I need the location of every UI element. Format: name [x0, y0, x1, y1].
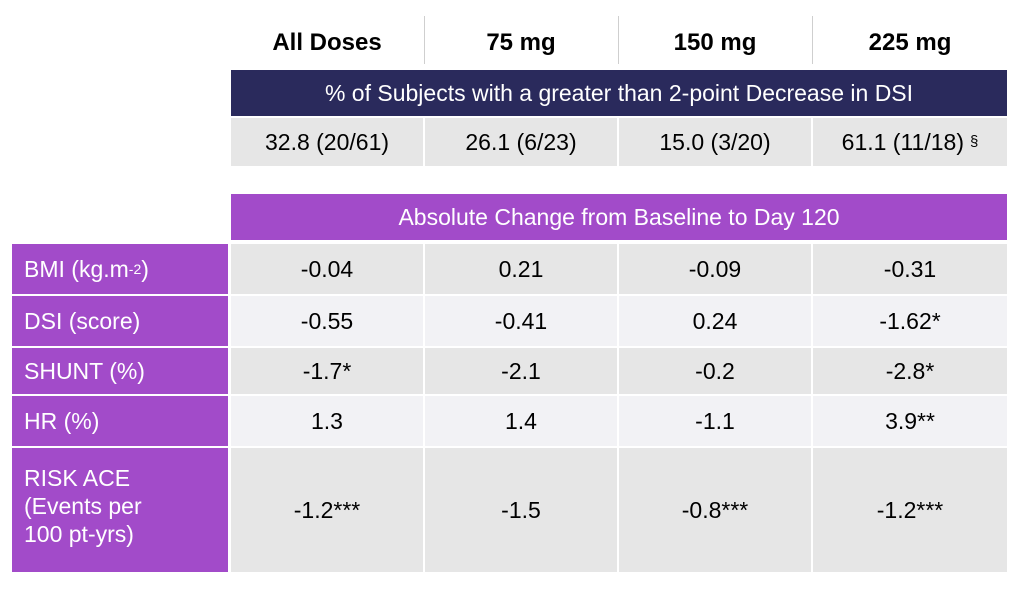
table-cell: -0.04	[231, 244, 423, 294]
row-label-hr: HR (%)	[12, 396, 228, 446]
row-label-risk-ace-line: 100 pt-yrs)	[24, 521, 134, 547]
column-header-150mg: 150 mg	[673, 29, 757, 56]
top-value-225mg: 61.1 (11/18) §	[813, 118, 1007, 166]
column-header-75mg: 75 mg	[486, 29, 556, 56]
top-value-150mg: 15.0 (3/20)	[619, 118, 811, 166]
table-cell: -0.41	[425, 296, 617, 346]
table-cell: -1.62*	[813, 296, 1007, 346]
top-value-225mg-text: 61.1 (11/18)	[841, 128, 964, 155]
table-cell: 3.9**	[813, 396, 1007, 446]
table-cell: -0.8***	[619, 448, 811, 572]
row-label-bmi-tail: )	[141, 255, 149, 282]
row-label-risk-ace-line: RISK ACE	[24, 465, 131, 491]
table-cell: -0.09	[619, 244, 811, 294]
table-cell: -1.1	[619, 396, 811, 446]
column-divider	[618, 16, 619, 64]
top-value-all-doses: 32.8 (20/61)	[231, 118, 423, 166]
row-label-bmi-text: BMI (kg.m	[24, 255, 129, 282]
column-header-all-doses: All Doses	[272, 29, 382, 56]
row-label-bmi: BMI (kg.m -2)	[12, 244, 228, 294]
table-cell: 1.4	[425, 396, 617, 446]
row-label-risk-ace: RISK ACE (Events per 100 pt-yrs)	[12, 448, 228, 572]
absolute-change-banner: Absolute Change from Baseline to Day 120	[231, 194, 1007, 240]
table-cell: -0.31	[813, 244, 1007, 294]
column-divider	[812, 16, 813, 64]
column-header-225mg: 225 mg	[868, 29, 952, 56]
column-divider	[424, 16, 425, 64]
row-label-dsi: DSI (score)	[12, 296, 228, 346]
row-label-shunt: SHUNT (%)	[12, 348, 228, 394]
table-cell: -0.55	[231, 296, 423, 346]
table-cell: 1.3	[231, 396, 423, 446]
table-cell: -1.2***	[813, 448, 1007, 572]
table-cell: -1.5	[425, 448, 617, 572]
table-cell: -0.2	[619, 348, 811, 394]
table-cell: -1.7*	[231, 348, 423, 394]
table-cell: 0.24	[619, 296, 811, 346]
dsi-decrease-banner: % of Subjects with a greater than 2-poin…	[231, 70, 1007, 116]
table-cell: -2.1	[425, 348, 617, 394]
table-cell: 0.21	[425, 244, 617, 294]
top-value-75mg: 26.1 (6/23)	[425, 118, 617, 166]
table-cell: -2.8*	[813, 348, 1007, 394]
row-label-risk-ace-line: (Events per	[24, 493, 142, 519]
table-cell: -1.2***	[231, 448, 423, 572]
